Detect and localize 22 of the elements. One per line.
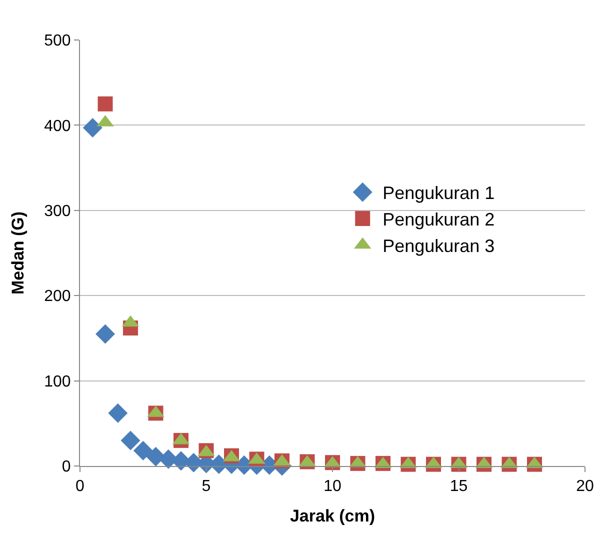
x-tick-label: 15 [450, 478, 468, 496]
point [96, 324, 115, 344]
x-axis-title: Jarak (cm) [290, 506, 376, 526]
x-tick-label: 5 [202, 478, 211, 496]
legend-label: Pengukuran 1 [382, 183, 495, 204]
x-tick-label: 10 [324, 478, 342, 496]
y-tick-label: 100 [44, 373, 71, 390]
y-tick-label: 200 [44, 288, 71, 306]
x-tick-label: 20 [576, 478, 594, 496]
legend-label: Pengukuran 2 [382, 210, 495, 230]
y-tick-label: 300 [44, 203, 71, 220]
y-tick-label: 500 [44, 32, 71, 50]
point [108, 403, 128, 423]
point [120, 430, 140, 450]
point [133, 440, 153, 460]
legend-label: Pengukuran 3 [382, 236, 495, 256]
x-tick-label: 0 [76, 478, 85, 496]
y-axis-title: Medan (G) [8, 211, 28, 295]
y-tick-label: 400 [44, 118, 71, 135]
point [98, 96, 113, 112]
point [82, 118, 102, 138]
y-tick-label: 0 [62, 458, 71, 476]
